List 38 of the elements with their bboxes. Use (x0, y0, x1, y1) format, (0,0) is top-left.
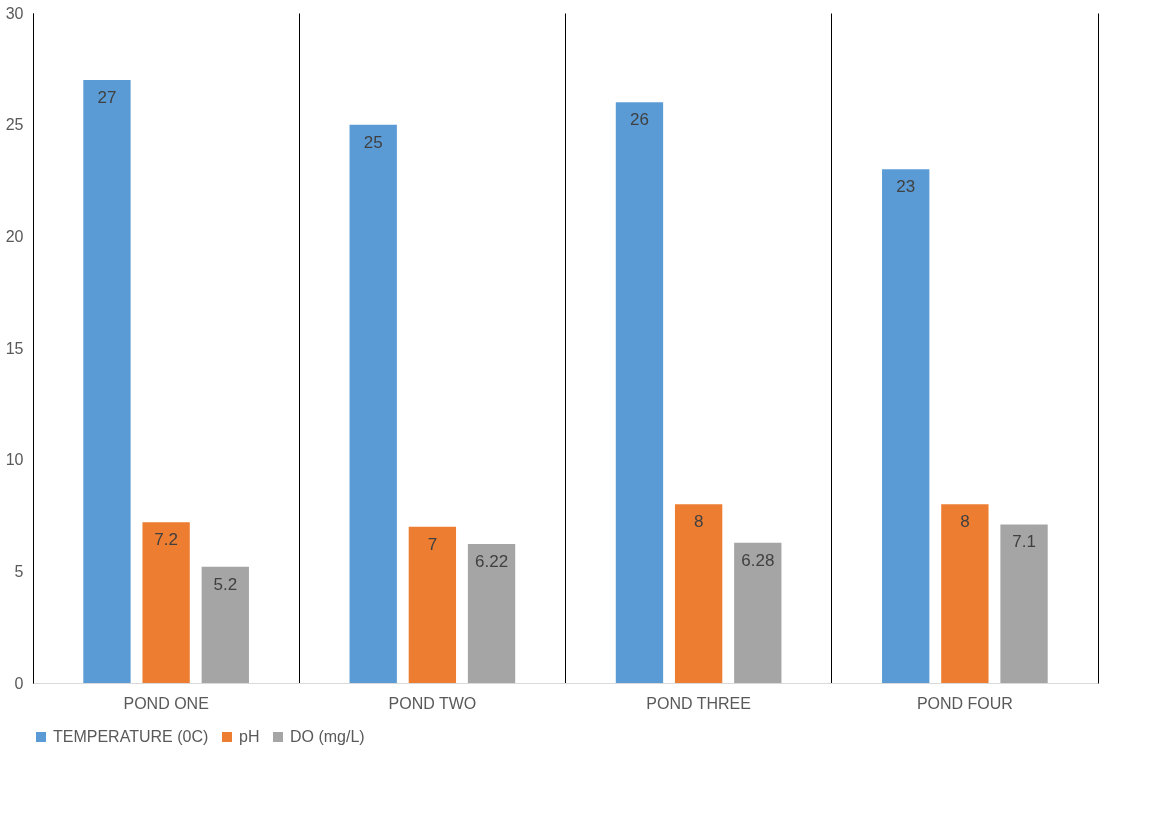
y-tick-label: 15 (5, 339, 24, 357)
data-label: 7.2 (154, 530, 178, 550)
legend-label: DO (mg/L) (290, 728, 365, 745)
data-label: 7.1 (1012, 532, 1036, 552)
bar (882, 169, 930, 683)
y-tick-label: 20 (5, 227, 24, 245)
legend-label: TEMPERATURE (0C) (53, 728, 209, 745)
x-tick-label: POND ONE (123, 694, 209, 712)
y-tick-label: 0 (14, 674, 24, 692)
bar (734, 542, 782, 683)
data-label: 25 (363, 132, 383, 152)
bar (349, 124, 397, 683)
bar (1000, 524, 1048, 683)
bar (408, 526, 457, 683)
bar (467, 544, 516, 683)
data-label: 5.2 (213, 574, 238, 594)
bar (83, 80, 131, 683)
y-tick-label: 10 (5, 451, 24, 469)
data-label: 6.22 (474, 552, 509, 572)
y-tick-label: 5 (14, 562, 24, 580)
legend-label: pH (239, 728, 260, 745)
bar (941, 504, 989, 683)
bar (201, 566, 249, 683)
data-label: 26 (630, 110, 649, 130)
data-label: 7 (427, 534, 438, 554)
data-label: 6.28 (741, 550, 775, 570)
bar (142, 522, 190, 683)
x-tick-label: POND THREE (646, 694, 751, 712)
y-tick-label: 25 (5, 116, 24, 134)
data-label: 8 (693, 512, 704, 532)
x-tick-label: POND TWO (388, 694, 477, 712)
x-tick-label: POND FOUR (916, 694, 1013, 712)
y-tick-label: 30 (5, 4, 24, 22)
bar (615, 102, 664, 683)
data-label: 8 (960, 512, 970, 532)
bar (674, 504, 723, 683)
data-label: 23 (896, 177, 916, 197)
data-label: 27 (97, 88, 117, 107)
